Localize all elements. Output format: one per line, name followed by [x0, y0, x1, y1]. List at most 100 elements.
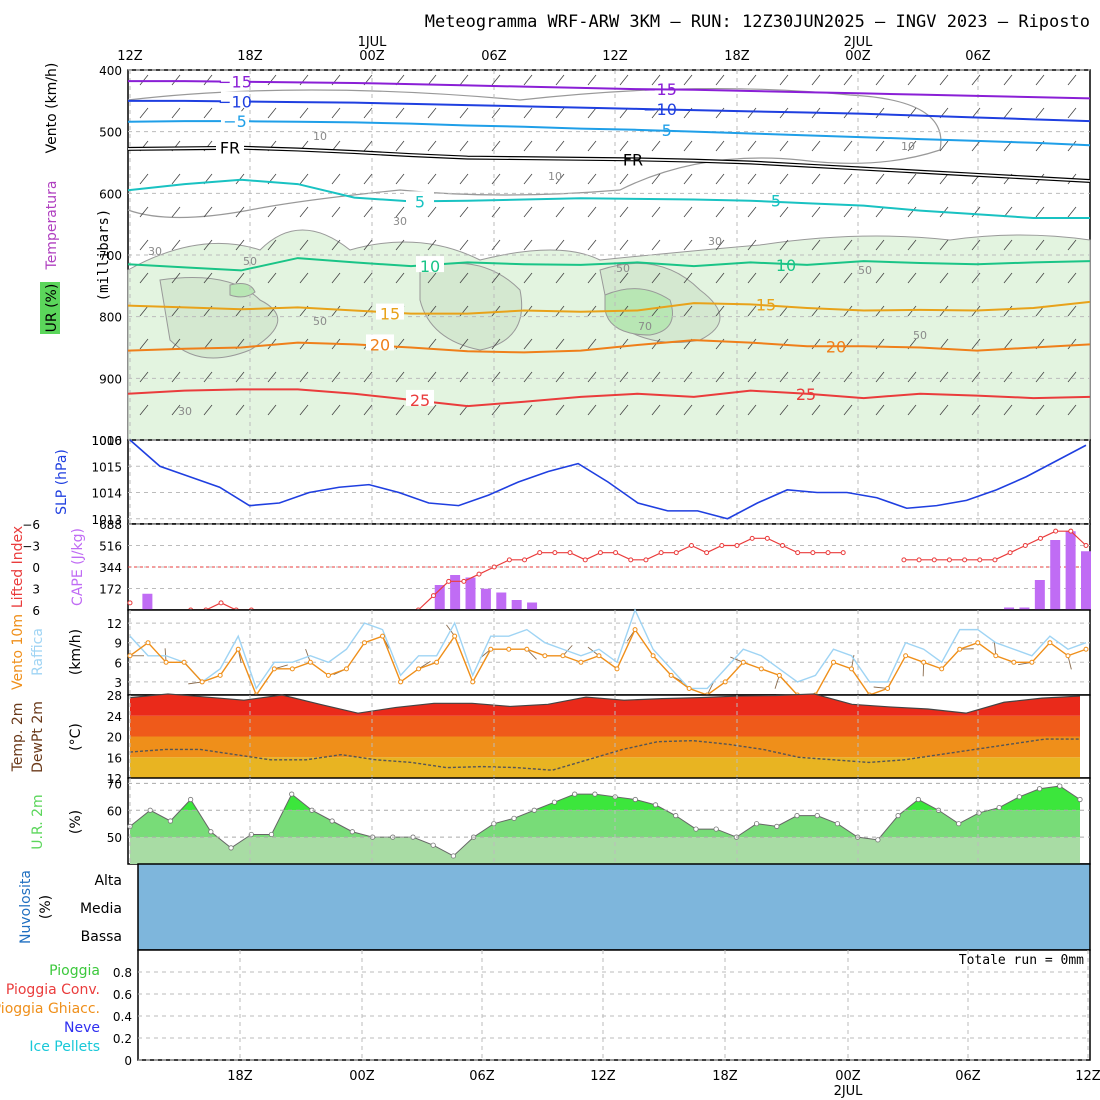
isotherm-label: FR [623, 150, 643, 169]
wind-barb [747, 338, 757, 350]
wind-barb [139, 338, 149, 350]
wind-kmh-label: Vento (km/h) [44, 63, 60, 154]
wind-barb [523, 272, 533, 284]
wind-barb [875, 107, 885, 119]
wind-barb [1067, 239, 1077, 251]
wind-barb [779, 206, 789, 218]
wind-barb [331, 404, 341, 416]
isotherm-label-bg [416, 256, 444, 273]
wind-barb [459, 140, 469, 152]
wind-barb [619, 140, 629, 152]
wind-barb [971, 107, 981, 119]
wind-barb [171, 404, 181, 416]
wind-10m-point [452, 633, 458, 639]
rh-point [895, 813, 901, 819]
top-time-tick: 12Z [602, 49, 628, 64]
wind-barb [747, 206, 757, 218]
wind-barb [811, 371, 821, 383]
rh-point [572, 791, 578, 797]
isotherm-label: −15 [643, 80, 677, 99]
wind-barb [971, 338, 981, 350]
wind-10m-point [1047, 640, 1053, 646]
precip-legend-label: Pioggia Ghiacc. [0, 1001, 100, 1017]
raffica-label: Raffica [30, 628, 46, 676]
lifted-index-point [506, 557, 512, 563]
wind-barb [843, 173, 853, 185]
profile-y-tick: 700 [99, 249, 122, 263]
wind-barb [267, 404, 277, 416]
wind-barb [363, 140, 373, 152]
isotherm-label-bg [221, 91, 249, 108]
wind-10m-point [921, 659, 927, 665]
wind-barb [715, 173, 725, 185]
wind-barb [1003, 74, 1013, 86]
wind-barb [939, 404, 949, 416]
wind-barb [587, 371, 597, 383]
wind-barb [683, 305, 693, 317]
precip-y-tick: 0.2 [113, 1032, 132, 1046]
isotherm-label: 20 [370, 335, 390, 354]
wind-barb [203, 404, 213, 416]
lifted-index-point [749, 535, 755, 541]
wind-barb [427, 272, 437, 284]
wind-barb [843, 74, 853, 86]
isotherm-label-bg [366, 334, 394, 351]
isotherm-line [128, 80, 1091, 100]
precip-legend-label: Neve [64, 1020, 100, 1036]
bottom-time-tick: 12Z [590, 1069, 616, 1084]
wind-barb [715, 371, 725, 383]
wind-10m-point [488, 646, 494, 652]
wind-barb [587, 404, 597, 416]
isotherm-label: 10 [776, 256, 796, 275]
wind-barb [491, 404, 501, 416]
lifted-index-point [613, 550, 619, 556]
wind-10m-point [506, 646, 512, 652]
precip-frame [137, 949, 1091, 1061]
precip-y-tick: 0 [124, 1054, 132, 1068]
wind-barb [587, 74, 597, 86]
bottom-time-tick: 00Z [349, 1069, 375, 1084]
wind-barb [395, 404, 405, 416]
wind-barb [875, 74, 885, 86]
wind-barb [459, 173, 469, 185]
wind-barb [779, 74, 789, 86]
wind-barb [747, 107, 757, 119]
wind-barb [459, 239, 469, 251]
wind-barb [491, 338, 501, 350]
temp-2m-line [129, 693, 1081, 714]
lifted-index-point [491, 564, 497, 570]
ur-label-swatch [40, 282, 60, 334]
wind-barb [683, 206, 693, 218]
wind-barb [779, 272, 789, 284]
wind-barb [587, 338, 597, 350]
wind-barb [619, 371, 629, 383]
rh-contour-label: 30 [393, 215, 407, 228]
wind-10m-point [398, 679, 404, 685]
cape-bar [1034, 580, 1045, 610]
lifted-index-point [1053, 528, 1059, 534]
wind-barb [139, 305, 149, 317]
temp-y-tick: 28 [107, 689, 122, 703]
wind-10m-point [668, 672, 674, 678]
wind-barb [715, 140, 725, 152]
rh-point [753, 821, 760, 827]
wind-10m-point [289, 666, 295, 672]
wind-barb [779, 239, 789, 251]
isotherm-label: −10 [643, 100, 677, 119]
wind-10m-point [686, 685, 692, 691]
wind-barb [395, 239, 405, 251]
wind-barb [811, 338, 821, 350]
lifted-index-point [840, 550, 846, 556]
wind-barb [299, 338, 309, 350]
wind-barb [907, 239, 917, 251]
rh-point [592, 791, 598, 797]
lifted-index-point [977, 557, 983, 563]
wind-10m-point [993, 653, 999, 659]
lifted-index-point [931, 557, 937, 563]
wind-barb [843, 371, 853, 383]
wind-barb [939, 371, 949, 383]
rh-point [1057, 783, 1063, 789]
rh-shaded-area-core [229, 283, 256, 298]
wind-barb [1035, 404, 1045, 416]
wind-barb [907, 173, 917, 185]
